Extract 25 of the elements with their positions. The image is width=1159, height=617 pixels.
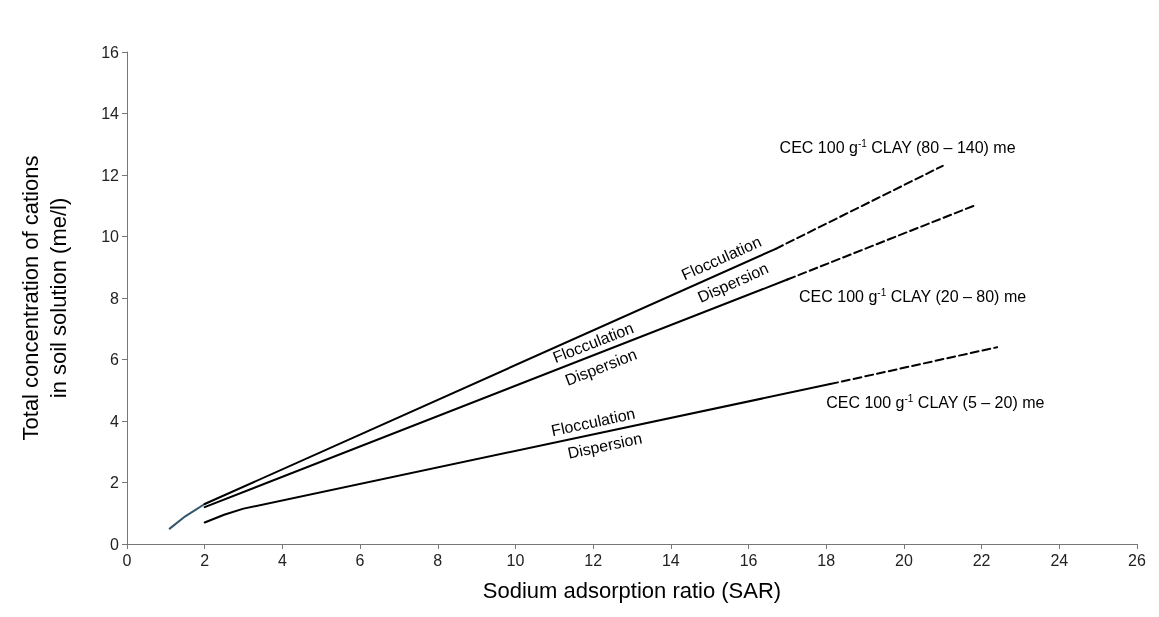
x-axis-title: Sodium adsorption ratio (SAR) (482, 577, 782, 603)
x-tick-label: 22 (972, 551, 991, 569)
y-tick-label: 8 (110, 289, 120, 307)
y-tick-label: 2 (110, 474, 120, 491)
y-tick-label: 6 (110, 351, 120, 368)
y-tick-label: 14 (101, 105, 120, 122)
x-tick-label: 10 (506, 551, 525, 569)
y-tick-label: 4 (110, 412, 120, 430)
x-tick-label: 2 (200, 551, 210, 569)
x-tick-label: 6 (355, 551, 365, 569)
y-tick-label: 12 (101, 166, 120, 184)
y-axis-title: Total concentration of cations in soil solution (me/l) (17, 155, 71, 441)
y-tick-label: 10 (101, 228, 120, 245)
x-tick-label: 16 (739, 551, 758, 569)
x-tick-label: 14 (661, 551, 680, 569)
x-tick-label: 8 (433, 551, 443, 569)
y-tick-label: 0 (110, 535, 120, 553)
y-tick-label: 16 (101, 43, 120, 61)
x-tick-label: 20 (895, 551, 913, 569)
x-tick-label: 24 (1050, 551, 1069, 569)
x-tick-label: 12 (584, 551, 603, 569)
x-tick-label: 26 (1128, 551, 1146, 569)
x-tick-label: 0 (122, 551, 132, 569)
x-tick-label: 18 (817, 551, 836, 569)
x-tick-label: 4 (277, 551, 287, 569)
